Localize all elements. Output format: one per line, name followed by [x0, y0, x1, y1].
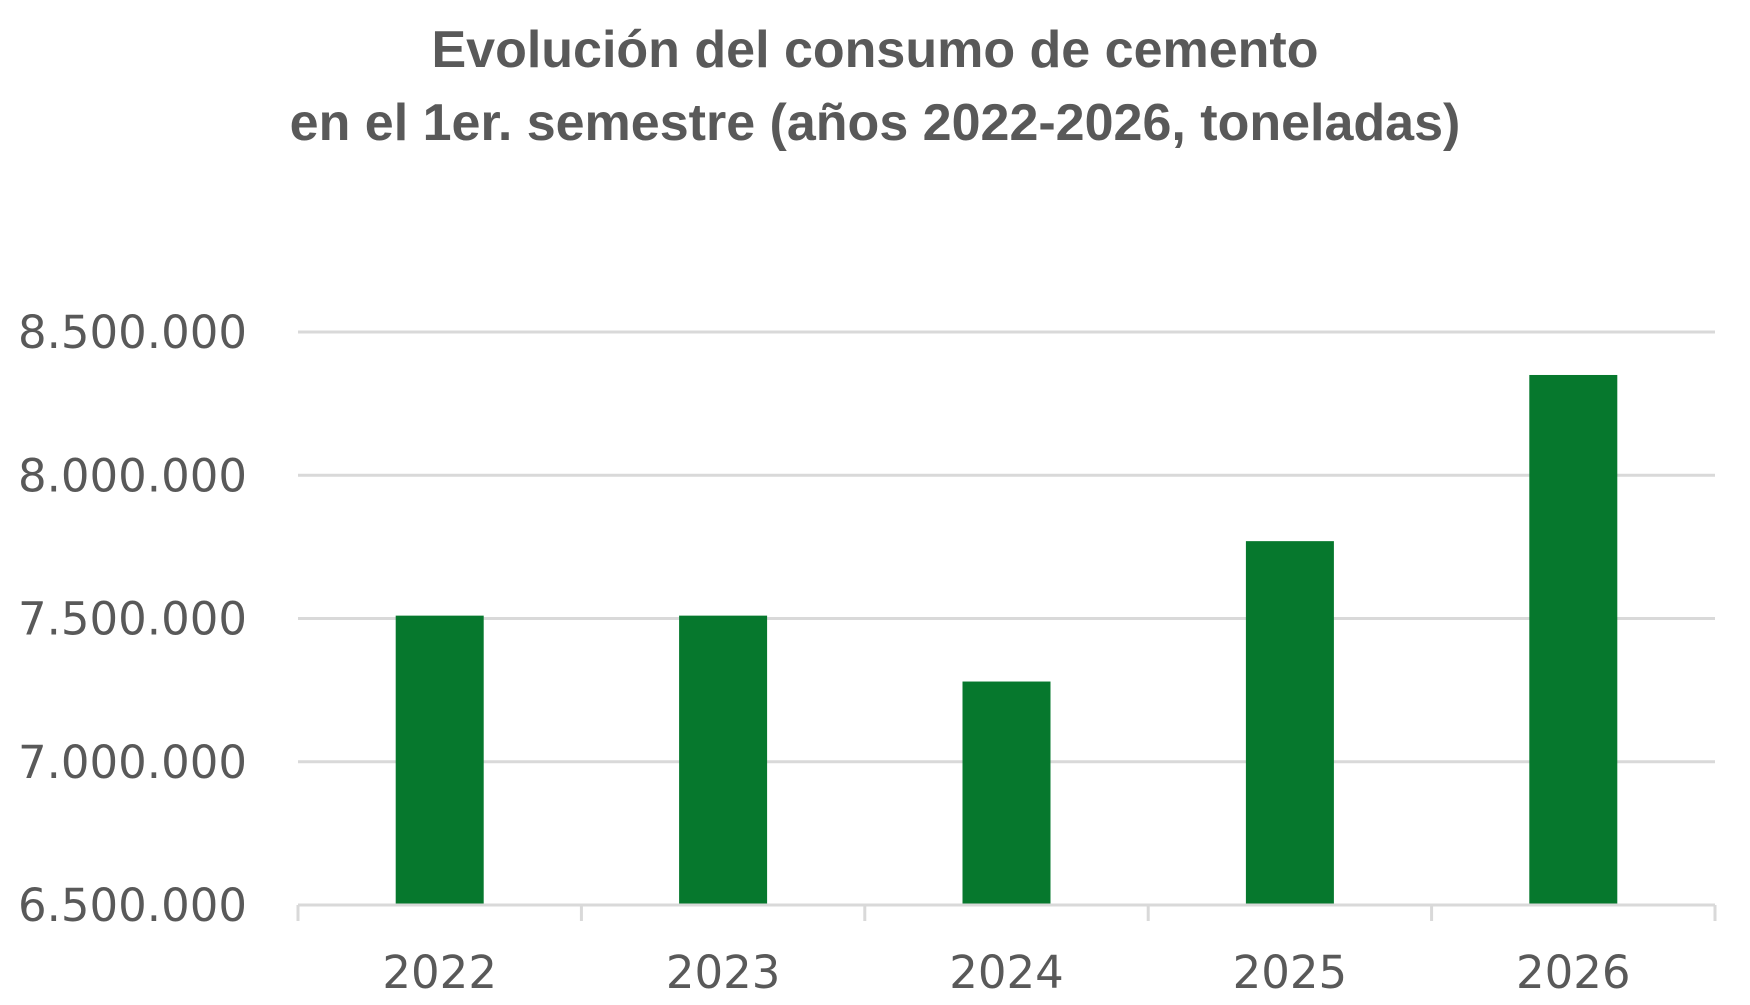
x-axis	[296, 903, 1717, 921]
y-tick-label: 8.000.000	[18, 449, 247, 502]
bars	[395, 374, 1618, 906]
bar	[962, 681, 1051, 905]
y-tick-label: 8.500.000	[18, 306, 247, 359]
bar	[1529, 374, 1618, 906]
y-tick-label: 6.500.000	[18, 879, 247, 932]
bar	[679, 615, 768, 905]
chart-title-line-1: Evolución del consumo de cemento	[431, 21, 1318, 79]
bar	[1245, 541, 1334, 905]
x-tick-label: 2025	[1233, 946, 1348, 999]
bar	[395, 615, 484, 905]
x-tick-label: 2022	[382, 946, 497, 999]
y-tick-label: 7.000.000	[18, 736, 247, 789]
x-tick-label: 2026	[1516, 946, 1631, 999]
x-axis-tick-labels: 2022 2023 2024 2025 2026	[382, 946, 1630, 999]
y-axis-tick-labels: 6.500.000 7.000.000 7.500.000 8.000.000 8.50…	[18, 306, 247, 932]
x-tick-label: 2023	[666, 946, 781, 999]
y-tick-label: 7.500.000	[18, 593, 247, 646]
chart-title-line-2: en el 1er. semestre (años 2022-2026, ton…	[290, 94, 1461, 152]
x-tick-label: 2024	[949, 946, 1064, 999]
